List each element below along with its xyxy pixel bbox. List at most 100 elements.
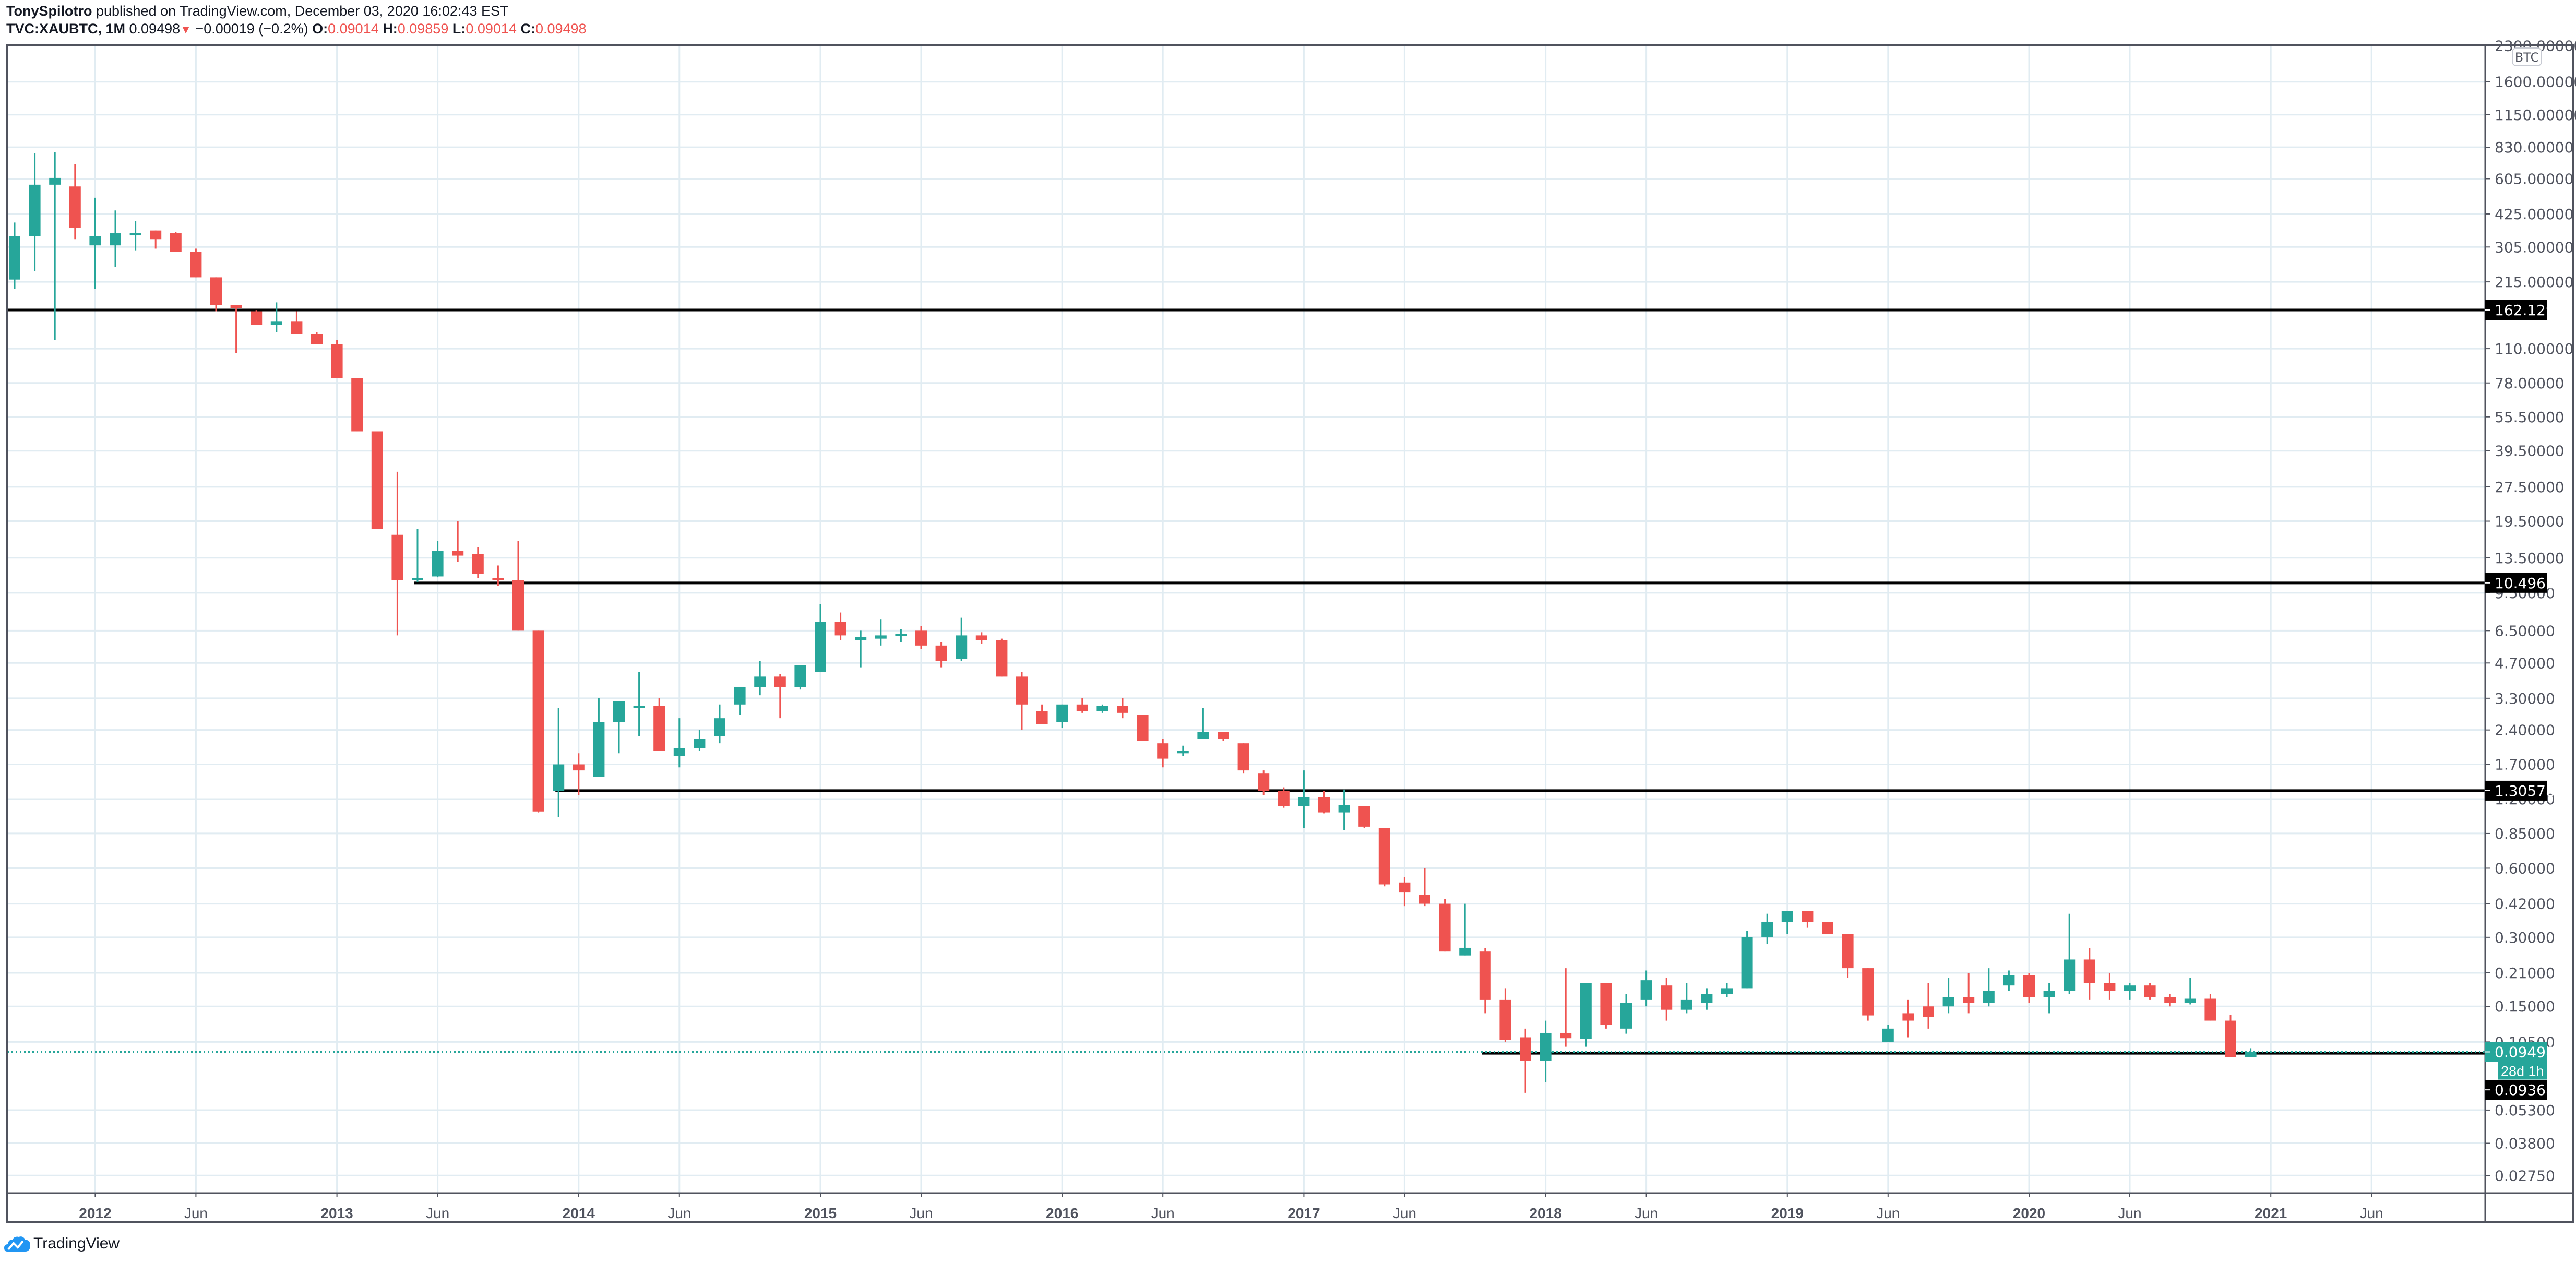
candle[interactable] [1378, 828, 1390, 887]
candle[interactable] [2083, 947, 2095, 1000]
candle[interactable] [1419, 868, 1430, 907]
candle[interactable] [1741, 931, 1753, 989]
candle[interactable] [452, 521, 464, 562]
candle[interactable] [1822, 922, 1833, 934]
candle[interactable] [110, 210, 121, 267]
candle[interactable] [2204, 994, 2216, 1021]
candle[interactable] [895, 629, 907, 642]
candle[interactable] [291, 311, 303, 334]
candle[interactable] [1983, 968, 1995, 1007]
candle[interactable] [1520, 1028, 1531, 1093]
price-axis[interactable]: 2300.000001600.000001150.00000830.000006… [2485, 37, 2576, 1184]
candle[interactable] [996, 638, 1008, 677]
candle[interactable] [1298, 770, 1310, 828]
candle[interactable] [1902, 999, 1914, 1038]
candle[interactable] [2164, 994, 2176, 1007]
candle[interactable] [1479, 947, 1491, 1014]
candle[interactable] [2064, 913, 2076, 994]
candle[interactable] [2043, 983, 2055, 1014]
candle[interactable] [714, 704, 725, 744]
candle[interactable] [653, 698, 665, 751]
candle[interactable] [1036, 704, 1048, 724]
candle[interactable] [593, 698, 605, 777]
candle[interactable] [1338, 789, 1350, 830]
candle[interactable] [1439, 899, 1451, 952]
candle[interactable] [2144, 983, 2156, 1000]
candle[interactable] [532, 630, 544, 813]
candle[interactable] [1882, 1025, 1894, 1042]
candle[interactable] [2124, 983, 2136, 1000]
candle[interactable] [1842, 934, 1854, 978]
candle[interactable] [1218, 732, 1229, 741]
candle[interactable] [875, 619, 887, 646]
candle[interactable] [230, 305, 242, 353]
candle[interactable] [1620, 994, 1632, 1034]
candle[interactable] [2225, 1015, 2236, 1057]
candle[interactable] [1278, 787, 1290, 808]
candle[interactable] [1399, 877, 1411, 907]
candle[interactable] [1661, 978, 1673, 1021]
candle[interactable] [9, 222, 20, 289]
candle[interactable] [1358, 806, 1370, 828]
candle[interactable] [129, 221, 141, 251]
candle[interactable] [2023, 972, 2035, 1003]
candle[interactable] [190, 248, 202, 278]
candle[interactable] [170, 232, 182, 252]
candle[interactable] [1459, 903, 1471, 956]
candle[interactable] [1177, 745, 1189, 756]
candle[interactable] [492, 565, 504, 586]
candle[interactable] [89, 197, 101, 289]
candle[interactable] [391, 471, 403, 636]
candle[interactable] [1096, 704, 1108, 713]
candle[interactable] [633, 672, 645, 736]
candle[interactable] [834, 612, 846, 640]
candle[interactable] [1640, 970, 1652, 1007]
candle[interactable] [270, 302, 282, 332]
candle[interactable] [1076, 698, 1088, 713]
candle[interactable] [1197, 708, 1209, 739]
candle[interactable] [553, 708, 565, 817]
time-axis[interactable]: 2012 Jun 2013 Jun 2014 Jun 2015 Jun 2016 Jun 2017 J… [79, 1193, 2383, 1221]
candle[interactable] [794, 665, 806, 690]
author-name[interactable]: TonySpilotro [6, 3, 92, 19]
candle[interactable] [1016, 672, 1028, 730]
candle[interactable] [371, 431, 383, 529]
candle[interactable] [975, 632, 987, 644]
candle[interactable] [734, 686, 746, 715]
candle[interactable] [1157, 739, 1169, 768]
candle[interactable] [2104, 972, 2116, 1000]
candle[interactable] [1721, 983, 1733, 997]
candle[interactable] [412, 529, 423, 582]
candle[interactable] [673, 718, 685, 768]
candle[interactable] [1318, 791, 1330, 814]
candle[interactable] [855, 630, 867, 668]
candle[interactable] [956, 617, 968, 661]
candle[interactable] [1580, 983, 1592, 1047]
candle[interactable] [694, 730, 706, 751]
candle[interactable] [1237, 743, 1249, 774]
candle[interactable] [472, 547, 484, 578]
candle[interactable] [1680, 983, 1692, 1014]
candle[interactable] [1137, 715, 1149, 741]
candle[interactable] [1117, 698, 1128, 719]
candle[interactable] [1862, 968, 1874, 1021]
candle[interactable] [2003, 970, 2015, 991]
candle[interactable] [311, 332, 323, 344]
candle[interactable] [1540, 1020, 1552, 1082]
candle[interactable] [331, 340, 343, 378]
candle[interactable] [512, 541, 524, 631]
candle[interactable] [49, 152, 61, 340]
candle[interactable] [432, 541, 444, 578]
candle[interactable] [1942, 978, 1954, 1014]
candle[interactable] [915, 626, 927, 649]
candle[interactable] [1923, 983, 1934, 1029]
candle[interactable] [1963, 972, 1975, 1014]
candle[interactable] [2245, 1048, 2257, 1057]
candle[interactable] [1560, 968, 1572, 1047]
currency-badge[interactable] [2512, 47, 2542, 66]
candle[interactable] [774, 674, 786, 719]
candle[interactable] [573, 753, 585, 795]
candle[interactable] [150, 230, 162, 249]
candle[interactable] [351, 378, 363, 432]
